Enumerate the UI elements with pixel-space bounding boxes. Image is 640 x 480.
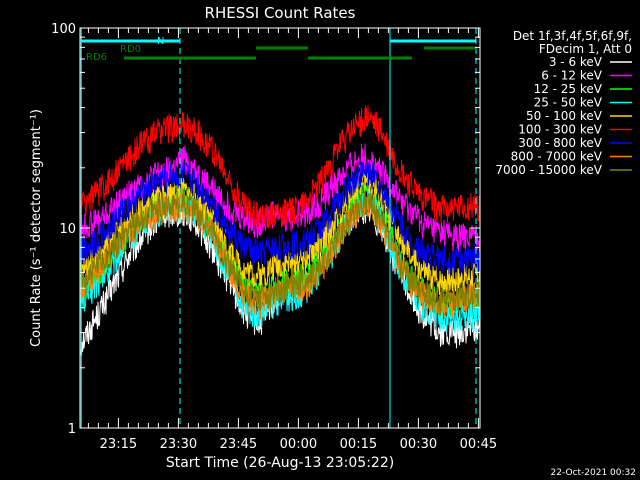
y-tick-label: 100 (51, 22, 76, 37)
interval-label-rd0: RD0 (120, 44, 141, 55)
legend-entry-label: 100 - 300 keV (518, 123, 602, 137)
x-axis-ticks: 23:15 23:30 23:45 00:00 00:15 00:30 00:45 (87, 28, 497, 452)
y-axis-ticks: 1 10 100 (51, 22, 480, 437)
legend-entry-label: 300 - 800 keV (518, 136, 602, 150)
x-tick-label: 23:15 (100, 437, 137, 452)
legend-entry-label: 50 - 100 keV (526, 109, 603, 123)
x-tick-label: 23:45 (220, 437, 257, 452)
interval-label-n: N (157, 36, 164, 47)
series-layer (79, 105, 481, 356)
legend: Det 1f,3f,4f,5f,6f,9f,FDecim 1, Att 03 -… (495, 29, 632, 177)
legend-entry-label: 7000 - 15000 keV (495, 163, 602, 177)
legend-entry-label: 6 - 12 keV (541, 69, 603, 83)
y-tick-label: 10 (59, 222, 76, 237)
y-axis-label: Count Rate (s⁻¹ detector segment⁻¹) (29, 109, 44, 347)
annotation-layer: N RD0 RD6 (80, 28, 477, 428)
x-tick-label: 00:30 (400, 437, 437, 452)
series-line-5 (79, 105, 481, 231)
series-line-6 (79, 161, 481, 275)
legend-header-line: Det 1f,3f,4f,5f,6f,9f, (513, 29, 632, 43)
x-axis-label: Start Time (26-Aug-13 23:05:22) (166, 455, 394, 471)
legend-entry-label: 25 - 50 keV (534, 96, 603, 110)
timestamp: 22-Oct-2021 00:32 (551, 468, 636, 478)
legend-entry-label: 3 - 6 keV (549, 55, 603, 69)
x-tick-label: 00:00 (280, 437, 317, 452)
y-tick-label: 1 (68, 422, 76, 437)
legend-entry-label: 12 - 25 keV (534, 82, 603, 96)
chart-title: RHESSI Count Rates (205, 4, 356, 22)
legend-entry-label: 800 - 7000 keV (511, 150, 603, 164)
x-tick-label: 23:30 (160, 437, 197, 452)
legend-header-line: FDecim 1, Att 0 (539, 42, 632, 56)
series-line-8 (79, 189, 481, 317)
x-tick-label: 00:15 (340, 437, 377, 452)
interval-label-rd6: RD6 (86, 52, 107, 63)
x-tick-label: 00:45 (460, 437, 497, 452)
